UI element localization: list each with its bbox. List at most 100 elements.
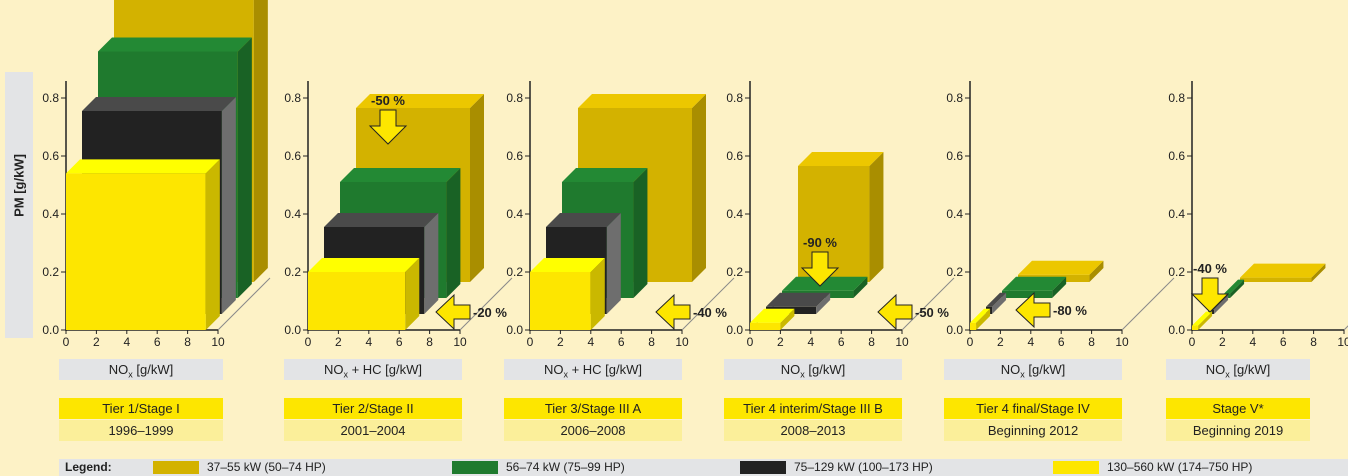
x-axis-label: NOx [g/kW] xyxy=(59,359,223,380)
x-axis-label: NOx [g/kW] xyxy=(944,359,1122,380)
x-tick-label: 8 xyxy=(868,335,875,349)
bar-side-face xyxy=(1198,311,1213,330)
x-axis-label-main: NO xyxy=(108,362,129,377)
x-tick-label: 0 xyxy=(747,335,754,349)
bar-top-face xyxy=(530,258,605,272)
legend-swatch-56-74kw xyxy=(452,461,498,474)
x-axis-label: NOx + HC [g/kW] xyxy=(284,359,462,380)
reduction-arrow-shape xyxy=(655,293,691,331)
bar-top-face xyxy=(98,37,252,52)
bar-top-face xyxy=(1192,311,1213,326)
x-tick-label: 6 xyxy=(1280,335,1287,349)
y-tick-label: 0.4 xyxy=(1168,207,1185,221)
tier-label: Tier 4 interim/Stage III B xyxy=(724,398,902,419)
x-tick-label: 4 xyxy=(1249,335,1256,349)
x-tick-label: 2 xyxy=(1219,335,1226,349)
y-tick-label: 0.2 xyxy=(726,265,743,279)
bar-side-face xyxy=(692,94,706,282)
x-axis-label-unit: [g/kW] xyxy=(1229,362,1271,377)
y-tick-label: 0.4 xyxy=(946,207,963,221)
bar-side-face xyxy=(237,37,252,298)
floor-diagonal xyxy=(459,277,513,331)
x-tick-label: 6 xyxy=(618,335,625,349)
years-label: 1996–1999 xyxy=(59,420,223,441)
x-tick-label: 4 xyxy=(123,335,130,349)
x-tick-label: 8 xyxy=(1310,335,1317,349)
x-axis-label-subscript: x xyxy=(563,369,568,380)
bar-top-face xyxy=(82,97,236,111)
panel-5: 0.0 0.2 0.4 0.6 0.8 0 2 4 6 8 10 -80 % xyxy=(946,81,1175,349)
bar-side-face xyxy=(1214,295,1229,314)
years-label: 2006–2008 xyxy=(504,420,682,441)
x-tick-label: 4 xyxy=(365,335,372,349)
y-tick-label: 0.6 xyxy=(1168,149,1185,163)
x-tick-label: 8 xyxy=(426,335,433,349)
x-axis-label-unit: [g/kW] xyxy=(132,362,174,377)
bar-top-face xyxy=(562,168,648,182)
floor-diagonal xyxy=(1343,325,1348,331)
y-tick-label: 0.8 xyxy=(1168,91,1185,105)
reduction-arrow: -40 % xyxy=(655,293,727,331)
x-axis-label-unit: [g/kW] xyxy=(804,362,846,377)
bar-side-face xyxy=(780,308,795,330)
panel-4: 0.0 0.2 0.4 0.6 0.8 0 2 4 6 8 10 -90 % -50 % xyxy=(726,81,955,349)
x-axis-label-main: NO xyxy=(1205,362,1226,377)
tier-label: Tier 1/Stage I xyxy=(59,398,223,419)
bar-top-face xyxy=(766,292,831,307)
y-tick-label: 0.2 xyxy=(1168,265,1185,279)
x-axis-label: NOx [g/kW] xyxy=(724,359,902,380)
reduction-label: -20 % xyxy=(473,305,507,320)
reduction-arrow-shape xyxy=(1190,277,1230,313)
x-axis-label-unit: + HC [g/kW] xyxy=(347,362,423,377)
bar-side-face xyxy=(606,213,621,314)
y-tick-label: 0.0 xyxy=(1168,323,1185,337)
bar-top-face xyxy=(986,292,1007,307)
tier-label: Tier 4 final/Stage IV xyxy=(944,398,1122,419)
x-tick-label: 10 xyxy=(675,335,689,349)
x-axis-label-subscript: x xyxy=(800,369,805,380)
legend-swatch-75-129kw xyxy=(740,461,786,474)
reduction-label: -80 % xyxy=(1053,303,1087,318)
reduction-arrow-shape xyxy=(368,109,408,145)
bar xyxy=(750,308,795,330)
bar-side-face xyxy=(470,94,484,282)
y-tick-label: 0.6 xyxy=(284,149,301,163)
bar-side-face xyxy=(1230,279,1245,298)
y-tick-label: 0.6 xyxy=(42,149,59,163)
y-tick-label: 0.2 xyxy=(284,265,301,279)
reduction-label: -90 % xyxy=(803,235,837,250)
y-axis-label-box: PM [g/kW] xyxy=(5,72,33,338)
x-tick-label: 6 xyxy=(154,335,161,349)
x-tick-label: 10 xyxy=(211,335,225,349)
y-tick-label: 0.8 xyxy=(726,91,743,105)
legend-swatch-37-55kw xyxy=(153,461,199,474)
bar-top-face xyxy=(1018,260,1104,275)
x-axis-label: NOx [g/kW] xyxy=(1166,359,1310,380)
bar xyxy=(1192,311,1213,330)
x-axis-label-subscript: x xyxy=(1020,369,1025,380)
bar-side-face xyxy=(869,152,884,282)
years-label: 2001–2004 xyxy=(284,420,462,441)
bar xyxy=(1002,276,1067,298)
y-tick-label: 0.4 xyxy=(506,207,523,221)
reduction-arrow-shape xyxy=(800,251,840,287)
bar-top-face xyxy=(66,159,220,174)
bar-front-face xyxy=(308,272,406,330)
bar-side-face xyxy=(221,97,236,314)
y-tick-label: 0.8 xyxy=(946,91,963,105)
years-label: Beginning 2012 xyxy=(944,420,1122,441)
y-tick-label: 0.0 xyxy=(726,323,743,337)
bar xyxy=(1240,263,1326,282)
x-tick-label: 0 xyxy=(527,335,534,349)
x-axis-label-subscript: x xyxy=(128,369,133,380)
bar-side-face xyxy=(405,258,420,330)
bar-top-face xyxy=(750,308,795,323)
y-tick-label: 0.2 xyxy=(946,265,963,279)
x-tick-label: 4 xyxy=(807,335,814,349)
y-tick-label: 0.8 xyxy=(284,91,301,105)
reduction-arrow-shape xyxy=(435,293,471,331)
bar-top-face xyxy=(970,308,991,323)
bar-side-face xyxy=(992,292,1007,314)
y-tick-label: 0.0 xyxy=(42,323,59,337)
panel-2: 0.0 0.2 0.4 0.6 0.8 0 2 4 6 8 10 -50 % -20 % xyxy=(284,81,513,349)
